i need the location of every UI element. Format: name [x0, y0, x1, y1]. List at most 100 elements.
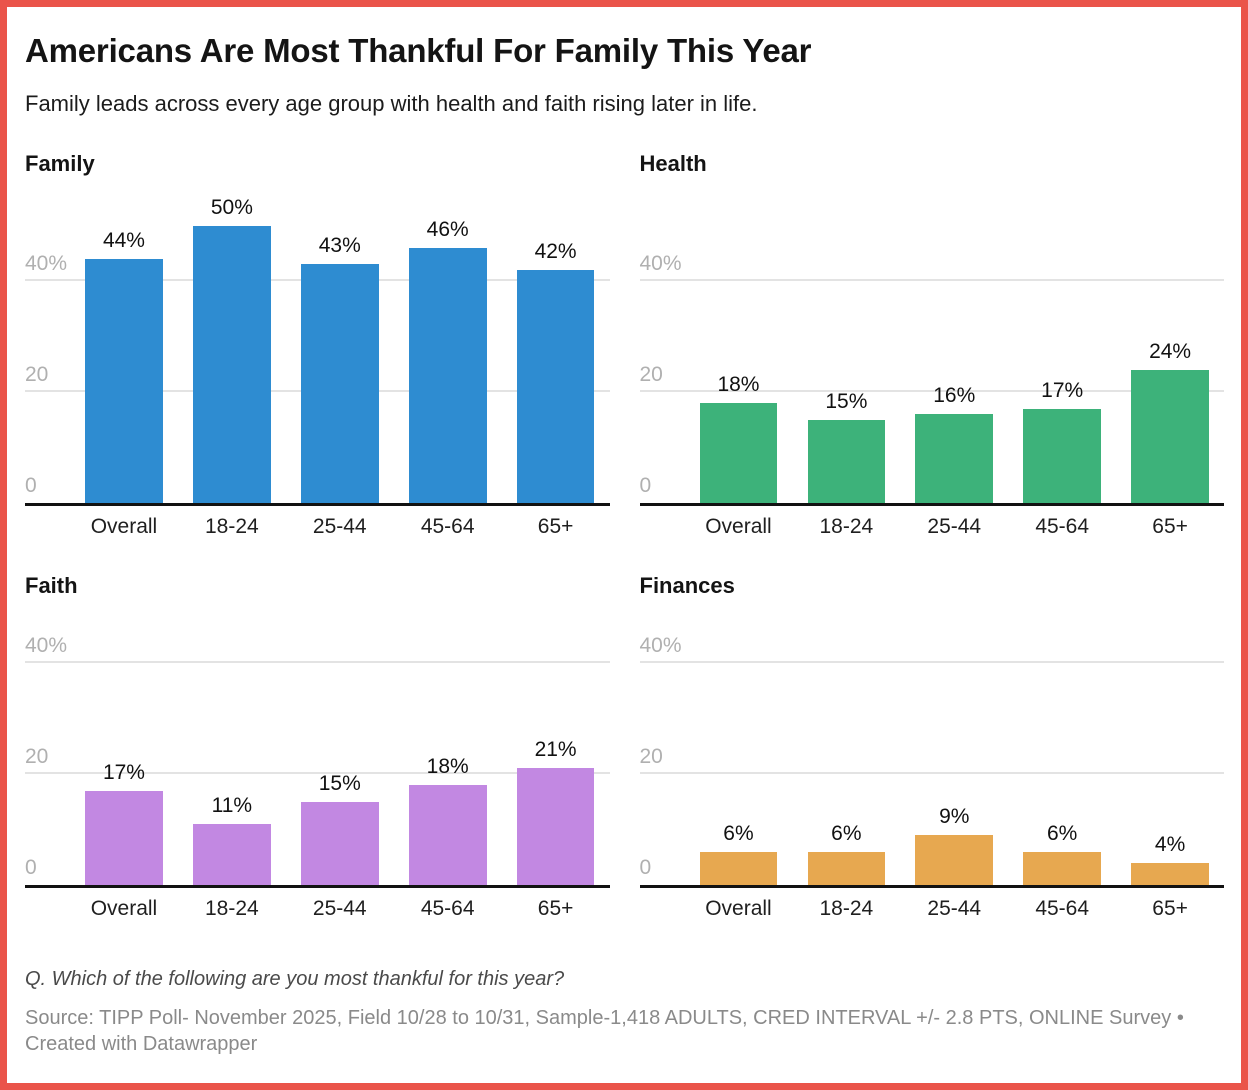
- bar-slot: 18%: [394, 632, 502, 885]
- category-label: 18-24: [205, 515, 259, 538]
- y-axis-tick-label: 40%: [639, 252, 682, 275]
- bar-value-label: 6%: [831, 821, 862, 845]
- y-axis-tick-label: 40%: [639, 634, 682, 657]
- bar-faith-18-24: [193, 823, 271, 885]
- bar-slot: 24%: [1116, 191, 1224, 503]
- bar-family-45-64: [408, 247, 487, 503]
- bar-slot: 4%: [1116, 632, 1224, 885]
- category-label: 65+: [537, 897, 574, 920]
- bar-faith-25-44: [300, 801, 379, 885]
- bar-value-label: 18%: [426, 755, 469, 779]
- bar-value-label: 21%: [534, 738, 577, 762]
- category-label: 65+: [537, 515, 574, 538]
- chart-title: Americans Are Most Thankful For Family T…: [25, 32, 812, 69]
- bar-finances-65+: [1131, 862, 1209, 885]
- plot-area: 40% 20 0 18% 15% 16% 17% 24%: [639, 191, 1225, 506]
- y-axis-tick-label: 40%: [25, 252, 68, 275]
- bar-slot: 17%: [1008, 191, 1116, 503]
- category-label: 45-64: [1035, 515, 1090, 538]
- bars-container: 6% 6% 9% 6% 4%: [685, 632, 1225, 885]
- x-axis-category-labels: Overall 18-24 25-44 45-64 65+: [70, 513, 610, 540]
- y-axis-tick-label: 20: [25, 363, 49, 386]
- y-axis-tick-label: 40%: [25, 634, 68, 657]
- bar-slot: 15%: [792, 191, 900, 503]
- panel-title: Finances: [639, 573, 735, 598]
- bar-value-label: 15%: [318, 771, 361, 795]
- category-label: 45-64: [1035, 897, 1090, 920]
- bar-value-label: 6%: [723, 821, 754, 845]
- bar-finances-25-44: [915, 835, 994, 885]
- question-note: Q. Which of the following are you most t…: [25, 968, 565, 990]
- bar-health-25-44: [915, 414, 994, 503]
- bar-finances-18-24: [807, 851, 886, 885]
- category-label: 25-44: [927, 515, 982, 538]
- y-axis-tick-label: 0: [639, 856, 652, 879]
- bars-container: 44% 50% 43% 46% 42%: [70, 191, 610, 503]
- bar-value-label: 6%: [1046, 821, 1078, 845]
- bar-slot: 16%: [900, 191, 1008, 503]
- bar-slot: 17%: [70, 632, 178, 885]
- bar-value-label: 9%: [939, 805, 970, 829]
- chart-panel-faith: Faith 40% 20 0 17% 11% 15% 18% 21% Overall 18-24…: [25, 572, 610, 922]
- bar-value-label: 17%: [1041, 378, 1084, 402]
- bar-slot: 9%: [900, 632, 1008, 885]
- bar-slot: 18%: [685, 191, 793, 503]
- y-axis-tick-label: 20: [639, 363, 663, 386]
- bar-slot: 46%: [394, 191, 502, 503]
- bar-finances-Overall: [699, 851, 778, 885]
- bar-slot: 11%: [178, 632, 286, 885]
- plot-area: 40% 20 0 6% 6% 9% 6% 4%: [639, 632, 1225, 888]
- bar-slot: 21%: [502, 632, 610, 885]
- small-multiples-grid: Family 40% 20 0 44% 50% 43% 46% 42% Overall 18-2…: [25, 150, 1224, 922]
- plot-area: 40% 20 0 44% 50% 43% 46% 42%: [25, 191, 610, 506]
- panel-title: Family: [25, 151, 95, 176]
- category-label: 25-44: [312, 897, 367, 920]
- bar-value-label: 43%: [318, 234, 361, 258]
- gridline-20: [639, 772, 1224, 774]
- chart-panel-health: Health 40% 20 0 18% 15% 16% 17% 24% Overall 18-2…: [639, 150, 1225, 540]
- category-label: 18-24: [819, 515, 874, 538]
- gridline-20: [25, 772, 610, 774]
- category-label: 25-44: [927, 897, 982, 920]
- bar-slot: 50%: [178, 191, 286, 503]
- bar-value-label: 50%: [210, 195, 253, 219]
- bar-value-label: 44%: [102, 228, 145, 252]
- bars-container: 18% 15% 16% 17% 24%: [685, 191, 1225, 503]
- category-label: 45-64: [420, 515, 475, 538]
- bar-value-label: 46%: [426, 217, 469, 241]
- y-axis-tick-label: 0: [25, 856, 37, 879]
- category-label: Overall: [705, 897, 772, 920]
- category-label: Overall: [705, 515, 772, 538]
- bar-slot: 42%: [502, 191, 610, 503]
- panel-title: Faith: [25, 573, 78, 598]
- bars-container: 17% 11% 15% 18% 21%: [70, 632, 610, 885]
- panel-title: Health: [639, 151, 707, 176]
- bar-value-label: 17%: [102, 760, 145, 784]
- bar-family-65+: [516, 269, 595, 503]
- category-label: 65+: [1152, 897, 1188, 920]
- bar-health-Overall: [699, 403, 778, 503]
- bar-faith-Overall: [85, 790, 163, 885]
- bar-health-65+: [1131, 369, 1209, 503]
- bar-value-label: 11%: [211, 793, 253, 817]
- plot-area: 40% 20 0 17% 11% 15% 18% 21%: [25, 632, 610, 888]
- bar-value-label: 24%: [1149, 339, 1192, 363]
- x-axis-category-labels: Overall 18-24 25-44 45-64 65+: [685, 895, 1225, 922]
- category-label: Overall: [90, 515, 158, 538]
- category-label: 45-64: [420, 897, 475, 920]
- chart-panel-finances: Finances 40% 20 0 6% 6% 9% 6% 4% Overall 18-24 25…: [639, 572, 1225, 922]
- chart-panel-family: Family 40% 20 0 44% 50% 43% 46% 42% Overall 18-2…: [25, 150, 610, 540]
- bar-finances-45-64: [1023, 851, 1102, 885]
- gridline-40: [639, 279, 1224, 281]
- bar-value-label: 42%: [534, 239, 577, 263]
- source-attribution: Source: TIPP Poll- November 2025, Field …: [25, 1007, 1184, 1055]
- category-label: 18-24: [205, 897, 259, 920]
- bar-value-label: 15%: [825, 389, 868, 413]
- bar-family-Overall: [85, 258, 163, 503]
- y-axis-tick-label: 20: [25, 745, 49, 768]
- category-label: Overall: [90, 897, 158, 920]
- bar-value-label: 4%: [1154, 832, 1186, 856]
- bar-value-label: 18%: [717, 373, 760, 397]
- y-axis-tick-label: 0: [639, 474, 652, 497]
